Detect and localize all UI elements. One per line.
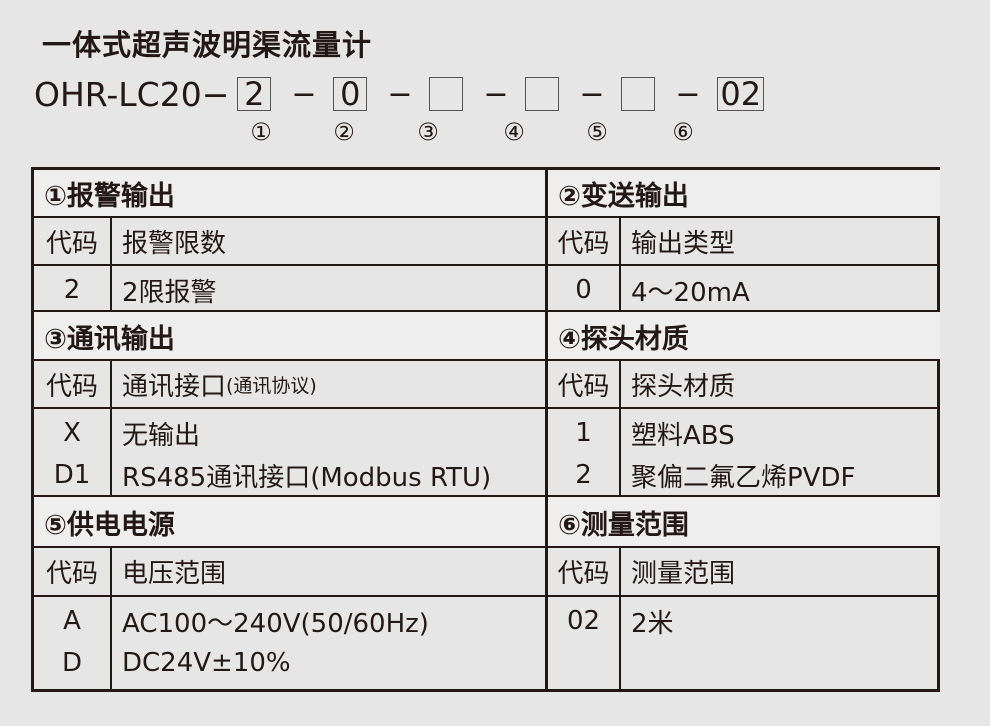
spec-table: ①报警输出 代码 报警限数 2 2限报警 ②变送输出 代码 输出类型 0 4～20mA ③通讯输出代… bbox=[31, 167, 940, 692]
section-divider bbox=[34, 495, 545, 498]
section-title: ②变送输出 bbox=[548, 170, 940, 217]
description-header: 探头材质 bbox=[619, 360, 940, 408]
slot-markers: ① ② ③ ④ ⑤ ⑥ bbox=[0, 118, 990, 148]
code-header: 代码 bbox=[45, 559, 98, 589]
code-header: 代码 bbox=[557, 559, 610, 589]
code-value: X bbox=[63, 418, 81, 448]
model-slot-2: 0 bbox=[333, 75, 368, 113]
description-header: 报警限数 bbox=[110, 217, 545, 265]
model-prefix: OHR-LC20− bbox=[34, 74, 230, 114]
section-divider bbox=[548, 495, 940, 498]
row-divider bbox=[548, 216, 940, 218]
code-column-divider bbox=[619, 547, 621, 689]
row-divider bbox=[548, 546, 940, 548]
description-value: 2限报警 bbox=[122, 277, 217, 308]
code-value: A bbox=[63, 606, 81, 636]
code-value: 1 bbox=[575, 418, 592, 448]
code-column-divider bbox=[110, 217, 112, 312]
desc-header-note: (通讯协议) bbox=[226, 374, 317, 397]
desc-header-text: 电压范围 bbox=[122, 559, 227, 589]
row-divider bbox=[34, 407, 545, 409]
row-divider bbox=[548, 595, 940, 597]
code-header: 代码 bbox=[45, 371, 98, 402]
dash: − bbox=[675, 76, 701, 112]
section-divider bbox=[34, 310, 545, 313]
model-slot-5 bbox=[621, 77, 656, 111]
row-divider bbox=[548, 407, 940, 409]
row-divider bbox=[548, 359, 940, 361]
dash: − bbox=[483, 76, 509, 112]
desc-header-text: 通讯接口 bbox=[122, 371, 227, 402]
desc-header-text: 测量范围 bbox=[631, 559, 736, 589]
model-slot-3 bbox=[429, 77, 464, 111]
section-divider bbox=[548, 310, 940, 313]
code-header: 代码 bbox=[45, 228, 98, 259]
code-header: 代码 bbox=[557, 371, 610, 402]
description-value: 聚偏二氟乙烯PVDF bbox=[631, 462, 856, 493]
model-code: OHR-LC20− 2 − 0 − − − − 02 bbox=[34, 72, 765, 116]
description-value: 2米 bbox=[631, 608, 674, 639]
row-divider bbox=[34, 264, 545, 266]
description-header: 测量范围 bbox=[619, 547, 940, 596]
code-column-divider bbox=[619, 217, 621, 312]
code-value: 2 bbox=[575, 460, 592, 490]
column-divider bbox=[545, 170, 548, 689]
row-divider bbox=[34, 546, 545, 548]
section-title: ④探头材质 bbox=[548, 312, 940, 360]
page-title: 一体式超声波明渠流量计 bbox=[42, 28, 373, 62]
description-value: AC100～240V(50/60Hz) bbox=[122, 608, 429, 639]
description-header: 输出类型 bbox=[619, 217, 940, 265]
description-header: 通讯接口 (通讯协议) bbox=[110, 360, 545, 408]
marker-5: ⑤ bbox=[586, 118, 608, 146]
marker-2: ② bbox=[333, 118, 355, 146]
desc-header-text: 探头材质 bbox=[631, 371, 736, 402]
dash: − bbox=[579, 76, 605, 112]
desc-header-text: 报警限数 bbox=[122, 228, 227, 259]
row-divider bbox=[548, 264, 940, 266]
model-slot-4 bbox=[525, 77, 560, 111]
code-value: 2 bbox=[63, 275, 81, 305]
model-slot-6: 02 bbox=[717, 75, 765, 113]
dash: − bbox=[387, 76, 413, 112]
marker-3: ③ bbox=[417, 118, 439, 146]
dash: − bbox=[291, 76, 317, 112]
description-value: 塑料ABS bbox=[631, 420, 735, 451]
row-divider bbox=[34, 216, 545, 218]
description-value: 4～20mA bbox=[631, 277, 750, 308]
row-divider bbox=[34, 359, 545, 361]
code-column-divider bbox=[619, 360, 621, 497]
section-title: ⑥测量范围 bbox=[548, 497, 940, 547]
marker-4: ④ bbox=[503, 118, 525, 146]
description-value: RS485通讯接口(Modbus RTU) bbox=[122, 462, 492, 493]
description-value: DC24V±10% bbox=[122, 648, 291, 678]
marker-1: ① bbox=[250, 118, 272, 146]
description-value: 无输出 bbox=[122, 420, 201, 451]
desc-header-text: 输出类型 bbox=[631, 228, 736, 259]
section-title: ⑤供电电源 bbox=[34, 497, 545, 547]
code-value: D bbox=[61, 648, 83, 678]
code-column-divider bbox=[110, 360, 112, 497]
code-header: 代码 bbox=[557, 228, 610, 259]
section-title: ①报警输出 bbox=[34, 170, 545, 217]
model-slot-1: 2 bbox=[237, 75, 272, 113]
code-value: 0 bbox=[575, 275, 592, 305]
section-title: ③通讯输出 bbox=[34, 312, 545, 360]
marker-6: ⑥ bbox=[672, 118, 694, 146]
code-value: 02 bbox=[566, 606, 601, 636]
code-column-divider bbox=[110, 547, 112, 689]
description-header: 电压范围 bbox=[110, 547, 545, 596]
code-value: D1 bbox=[53, 460, 91, 490]
row-divider bbox=[34, 595, 545, 597]
